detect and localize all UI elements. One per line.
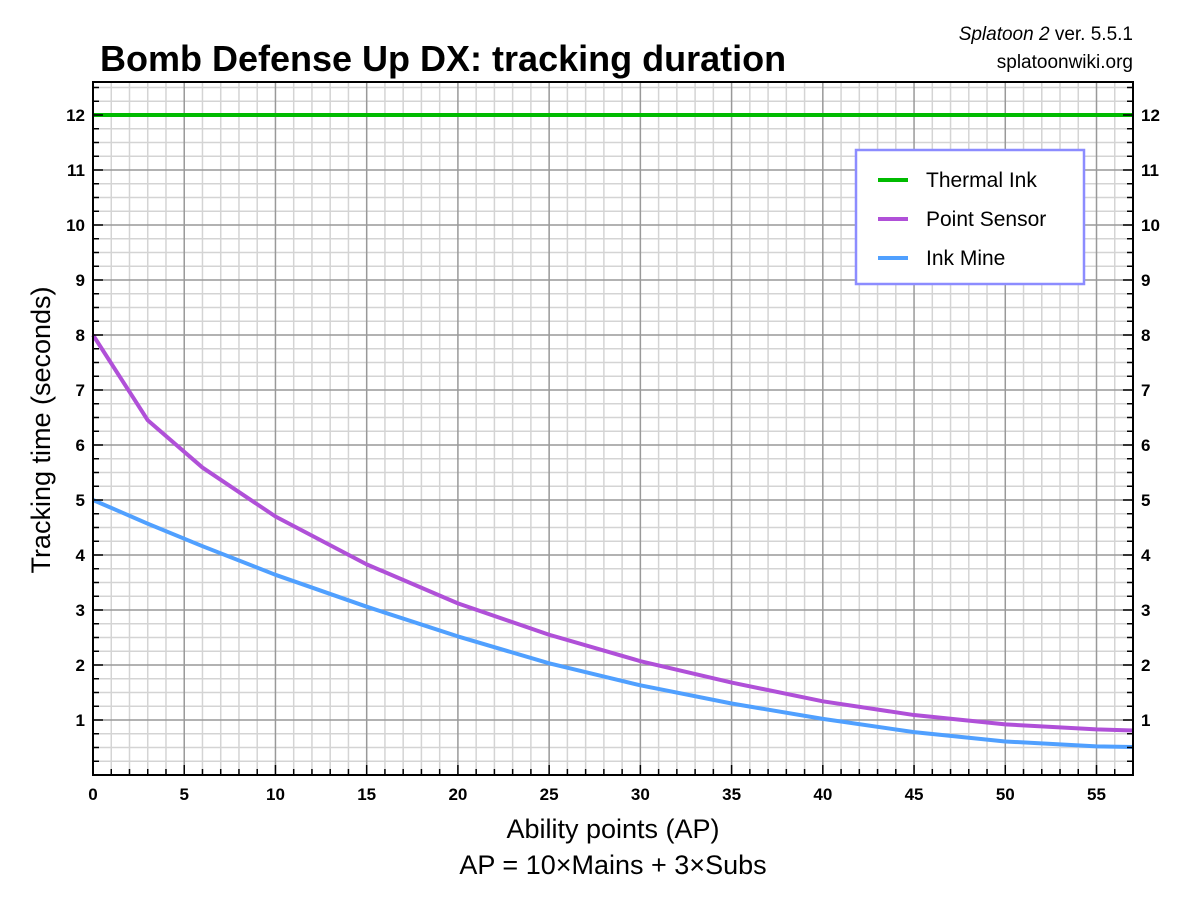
- x-tick-label: 20: [448, 785, 467, 804]
- y-tick-label-right: 1: [1141, 711, 1150, 730]
- legend: Thermal Ink Point Sensor Ink Mine: [854, 148, 1086, 286]
- y-tick-label-left: 2: [76, 656, 85, 675]
- y-tick-label-left: 9: [76, 271, 85, 290]
- x-tick-label: 15: [357, 785, 376, 804]
- y-tick-label-right: 3: [1141, 601, 1150, 620]
- x-tick-label: 50: [996, 785, 1015, 804]
- y-tick-label-right: 10: [1141, 216, 1160, 235]
- y-tick-label-left: 1: [76, 711, 85, 730]
- x-tick-label: 35: [722, 785, 741, 804]
- y-tick-label-left: 7: [76, 381, 85, 400]
- y-axis-label: Tracking time (seconds): [26, 286, 56, 573]
- x-tick-label: 55: [1087, 785, 1106, 804]
- series-line-point-sensor: [91, 333, 1134, 733]
- y-tick-label-right: 8: [1141, 326, 1150, 345]
- series-lines: [91, 113, 1134, 749]
- y-tick-label-left: 5: [76, 491, 85, 510]
- plot-frame: [92, 81, 1134, 776]
- x-tick-label: 45: [905, 785, 924, 804]
- series-line-ink-mine: [92, 498, 1134, 749]
- y-tick-label-right: 7: [1141, 381, 1150, 400]
- x-tick-label: 40: [813, 785, 832, 804]
- x-tick-label: 10: [266, 785, 285, 804]
- x-tick-label: 30: [631, 785, 650, 804]
- legend-label: Thermal Ink: [926, 169, 1037, 192]
- y-tick-label-right: 4: [1141, 546, 1151, 565]
- x-tick-label: 5: [179, 785, 188, 804]
- source-version: Splatoon 2 ver. 5.5.1: [959, 24, 1133, 45]
- legend-label: Point Sensor: [926, 208, 1046, 231]
- y-tick-label-left: 10: [66, 216, 85, 235]
- y-tick-label-right: 9: [1141, 271, 1150, 290]
- legend-label: Ink Mine: [926, 247, 1005, 270]
- y-tick-label-right: 11: [1141, 161, 1159, 180]
- chart-title: Bomb Defense Up DX: tracking duration: [100, 38, 786, 79]
- source-site: splatoonwiki.org: [997, 52, 1133, 73]
- y-tick-label-left: 12: [66, 106, 85, 125]
- y-tick-label-left: 11: [67, 161, 85, 180]
- ticks: 0 5 10 15 20 25 30 35 40 45 50 551 12 23 34 45 56 67 78 89 9…: [66, 86, 1160, 804]
- x-tick-label: 25: [540, 785, 559, 804]
- y-tick-label-left: 3: [76, 601, 85, 620]
- grid: [92, 82, 1134, 775]
- x-axis-label-formula: AP = 10×Mains + 3×Subs: [459, 850, 766, 880]
- y-tick-label-right: 5: [1141, 491, 1150, 510]
- y-tick-label-right: 2: [1141, 656, 1150, 675]
- y-tick-label-right: 12: [1141, 106, 1160, 125]
- y-tick-label-left: 6: [76, 436, 85, 455]
- y-tick-label-right: 6: [1141, 436, 1150, 455]
- y-tick-label-left: 4: [76, 546, 86, 565]
- y-tick-label-left: 8: [76, 326, 85, 345]
- x-axis-label: Ability points (AP): [506, 814, 719, 844]
- x-tick-label: 0: [88, 785, 97, 804]
